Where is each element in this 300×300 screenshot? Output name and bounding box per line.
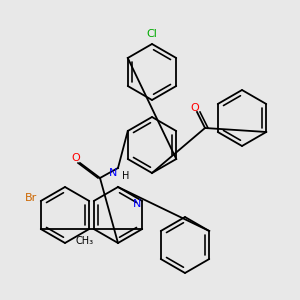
Text: Br: Br bbox=[25, 193, 37, 203]
Text: CH₃: CH₃ bbox=[75, 236, 93, 246]
Text: N: N bbox=[133, 199, 141, 209]
Text: H: H bbox=[122, 171, 130, 181]
Text: Cl: Cl bbox=[147, 29, 158, 39]
Text: O: O bbox=[72, 153, 80, 163]
Text: O: O bbox=[190, 103, 200, 113]
Text: N: N bbox=[109, 168, 117, 178]
